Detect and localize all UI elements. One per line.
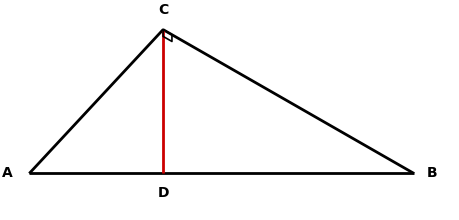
Text: B: B (425, 167, 436, 180)
Text: D: D (157, 186, 168, 200)
Text: A: A (2, 167, 12, 180)
Text: C: C (157, 3, 168, 17)
